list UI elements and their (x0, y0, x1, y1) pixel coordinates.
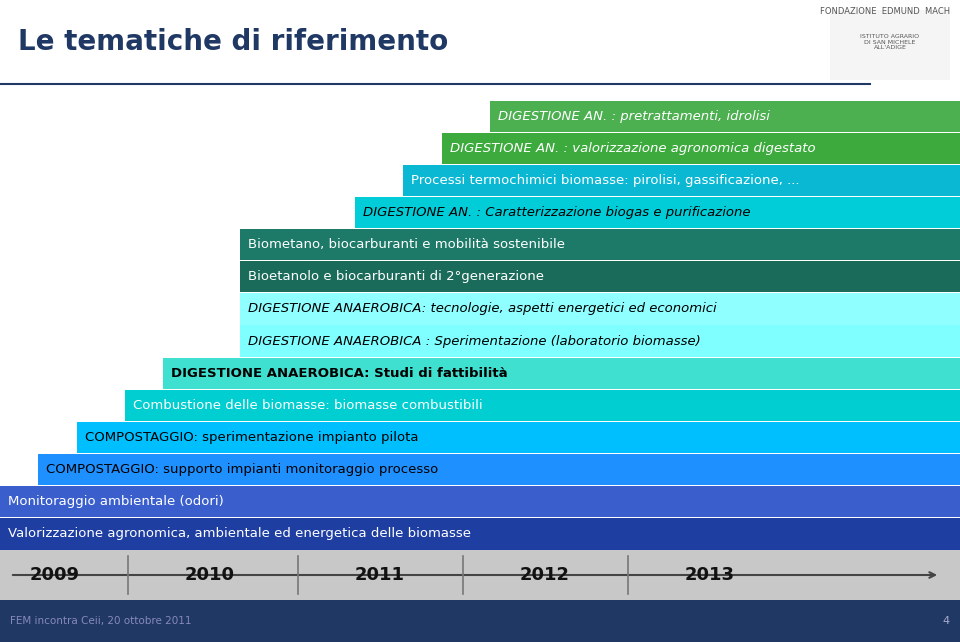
Text: 2013: 2013 (685, 566, 735, 584)
Bar (240, 293, 960, 324)
Text: Le tematiche di riferimento: Le tematiche di riferimento (18, 28, 448, 56)
Bar (125, 390, 960, 421)
Text: Processi termochimici biomasse: pirolisi, gassificazione, ...: Processi termochimici biomasse: pirolisi… (411, 174, 800, 187)
Bar (240, 229, 960, 260)
Text: Combustione delle biomasse: biomasse combustibili: Combustione delle biomasse: biomasse com… (132, 399, 483, 412)
Text: ISTITUTO AGRARIO
DI SAN MICHELE
ALL'ADIGE: ISTITUTO AGRARIO DI SAN MICHELE ALL'ADIG… (860, 33, 920, 50)
Bar (0, 600, 960, 642)
Text: 4: 4 (943, 616, 950, 626)
Text: Biometano, biocarburanti e mobilità sostenibile: Biometano, biocarburanti e mobilità sost… (248, 238, 565, 251)
Bar (38, 454, 960, 485)
Text: 2012: 2012 (520, 566, 570, 584)
Bar (0, 550, 960, 600)
Text: COMPOSTAGGIO: sperimentazione impianto pilota: COMPOSTAGGIO: sperimentazione impianto p… (84, 431, 419, 444)
Text: DIGESTIONE AN. : pretrattamenti, idrolisi: DIGESTIONE AN. : pretrattamenti, idrolis… (497, 110, 770, 123)
Text: 2009: 2009 (30, 566, 80, 584)
Bar (77, 422, 960, 453)
Bar (240, 325, 960, 357)
Bar (830, 10, 950, 80)
Text: DIGESTIONE ANAEROBICA: Studi di fattibilità: DIGESTIONE ANAEROBICA: Studi di fattibil… (171, 367, 508, 379)
Bar (163, 358, 960, 389)
Text: Monitoraggio ambientale (odori): Monitoraggio ambientale (odori) (8, 495, 224, 508)
Bar (442, 133, 960, 164)
Bar (240, 261, 960, 292)
Text: FEM incontra Ceii, 20 ottobre 2011: FEM incontra Ceii, 20 ottobre 2011 (10, 616, 191, 626)
Text: FONDAZIONE  EDMUND  MACH: FONDAZIONE EDMUND MACH (820, 7, 950, 16)
Text: Bioetanolo e biocarburanti di 2°generazione: Bioetanolo e biocarburanti di 2°generazi… (248, 270, 544, 283)
Text: Valorizzazione agronomica, ambientale ed energetica delle biomasse: Valorizzazione agronomica, ambientale ed… (8, 528, 471, 541)
Bar (355, 197, 960, 228)
Bar (0, 486, 960, 517)
Bar (490, 101, 960, 132)
Bar (403, 165, 960, 196)
Text: DIGESTIONE AN. : valorizzazione agronomica digestato: DIGESTIONE AN. : valorizzazione agronomi… (449, 142, 815, 155)
Text: 2010: 2010 (185, 566, 235, 584)
Bar (0, 518, 960, 550)
Text: DIGESTIONE ANAEROBICA : Sperimentazione (laboratorio biomasse): DIGESTIONE ANAEROBICA : Sperimentazione … (248, 334, 701, 347)
Text: COMPOSTAGGIO: supporto impianti monitoraggio processo: COMPOSTAGGIO: supporto impianti monitora… (46, 463, 439, 476)
Text: DIGESTIONE AN. : Caratterizzazione biogas e purificazione: DIGESTIONE AN. : Caratterizzazione bioga… (363, 206, 751, 219)
Text: 2011: 2011 (355, 566, 405, 584)
Text: DIGESTIONE ANAEROBICA: tecnologie, aspetti energetici ed economici: DIGESTIONE ANAEROBICA: tecnologie, aspet… (248, 302, 716, 315)
